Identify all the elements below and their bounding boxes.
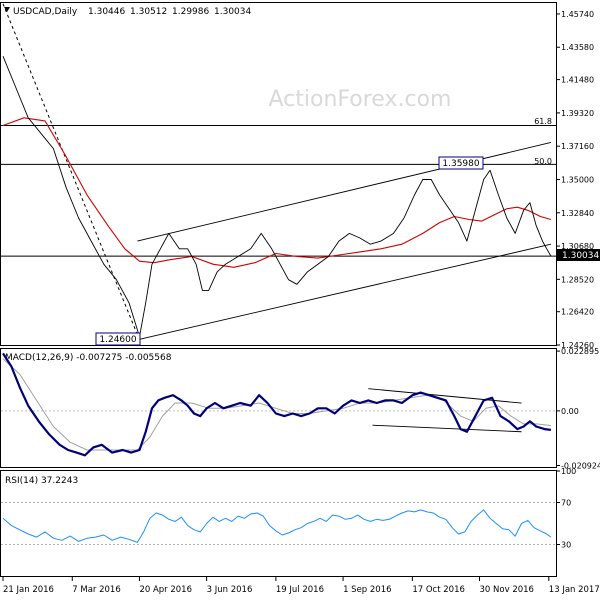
rsi-panel: [0, 470, 557, 577]
price-y-tick-7: 1.30680: [561, 242, 594, 251]
price-y-tick-2: 1.41480: [561, 76, 594, 85]
price-y-tick-10: 1.24260: [561, 341, 594, 350]
price-ohlc-high: 1.30512: [130, 7, 167, 17]
rsi-y-tick-1: 70: [561, 499, 571, 508]
x-tick-8: 13 Jan 2017: [549, 585, 600, 595]
price-y-tick-8: 1.28520: [561, 275, 594, 284]
x-tick-5: 1 Sep 2016: [343, 585, 391, 595]
price-y-tick-1: 1.43580: [561, 43, 594, 52]
collapse-triangle-icon: [4, 7, 10, 12]
watermark: ActionForex.com: [269, 87, 452, 112]
price-y-tick-6: 1.32840: [561, 209, 594, 218]
rsi-line: [2, 509, 552, 543]
price-y-tick-5: 1.35000: [561, 175, 594, 184]
axis-labels-layer: 1.45740 1.43580 1.41480 1.39320 1.37160 1.350…: [2, 10, 600, 595]
price-header: USDCAD,Daily 1.30446 1.30512 1.29986 1.3…: [4, 7, 251, 17]
x-tick-7: 30 Nov 2016: [480, 585, 534, 595]
price-y-tick-9: 1.26420: [561, 308, 594, 317]
x-tick-2: 20 Apr 2016: [139, 585, 192, 595]
price-y-tick-4: 1.37160: [561, 142, 594, 151]
price-title: USDCAD,Daily: [13, 7, 78, 17]
macd-y-tick-0: 0.022895: [561, 347, 599, 356]
x-tick-1: 7 Mar 2016: [72, 585, 120, 595]
x-tick-4: 19 Jul 2016: [276, 585, 324, 595]
price-ohlc-close: 1.30034: [214, 7, 251, 17]
channel-lower-line: [137, 243, 552, 341]
macd-y-tick-1: 0.00: [561, 407, 579, 416]
price-y-tick-0: 1.45740: [561, 10, 594, 19]
macd-y-tick-2: -0.020924: [561, 461, 600, 470]
svg-text:1.35980: 1.35980: [442, 159, 479, 169]
low-annotation: 1.24600: [95, 332, 141, 346]
price-ohlc-low: 1.29986: [172, 7, 209, 17]
rsi-y-tick-0: 100: [561, 467, 576, 476]
sma-line: [2, 117, 552, 268]
rsi-y-tick-2: 30: [561, 541, 571, 550]
macd-trend-lower: [372, 424, 522, 433]
macd-series-layer: [1, 352, 556, 457]
fib-500-label: 50.0: [534, 157, 552, 166]
price-series-layer: [1, 3, 556, 341]
price-line: [2, 56, 552, 338]
price-panel: [0, 2, 557, 346]
rsi-series-layer: [1, 502, 556, 545]
macd-signal-line: [2, 358, 551, 451]
price-y-tick-3: 1.39320: [561, 109, 594, 118]
fib-618-label: 61.8: [534, 117, 552, 126]
macd-line: [2, 352, 552, 457]
rsi-title: RSI(14) 37.2243: [5, 476, 78, 486]
macd-panel: [0, 348, 557, 468]
x-tick-3: 3 Jun 2016: [207, 585, 253, 595]
macd-title: MACD(12,26,9) -0.007275 -0.005568: [5, 353, 172, 363]
high-annotation: 1.35980: [438, 156, 484, 170]
svg-text:1.30034: 1.30034: [562, 251, 599, 261]
dashed-trendline: [2, 3, 140, 340]
svg-text:1.24600: 1.24600: [99, 335, 136, 345]
x-tick-0: 21 Jan 2016: [3, 585, 54, 595]
x-tick-6: 17 Oct 2016: [412, 585, 465, 595]
price-ohlc-open: 1.30446: [88, 7, 125, 17]
current-price-tag: 1.30034: [557, 249, 600, 261]
macd-trend-upper: [368, 388, 522, 404]
